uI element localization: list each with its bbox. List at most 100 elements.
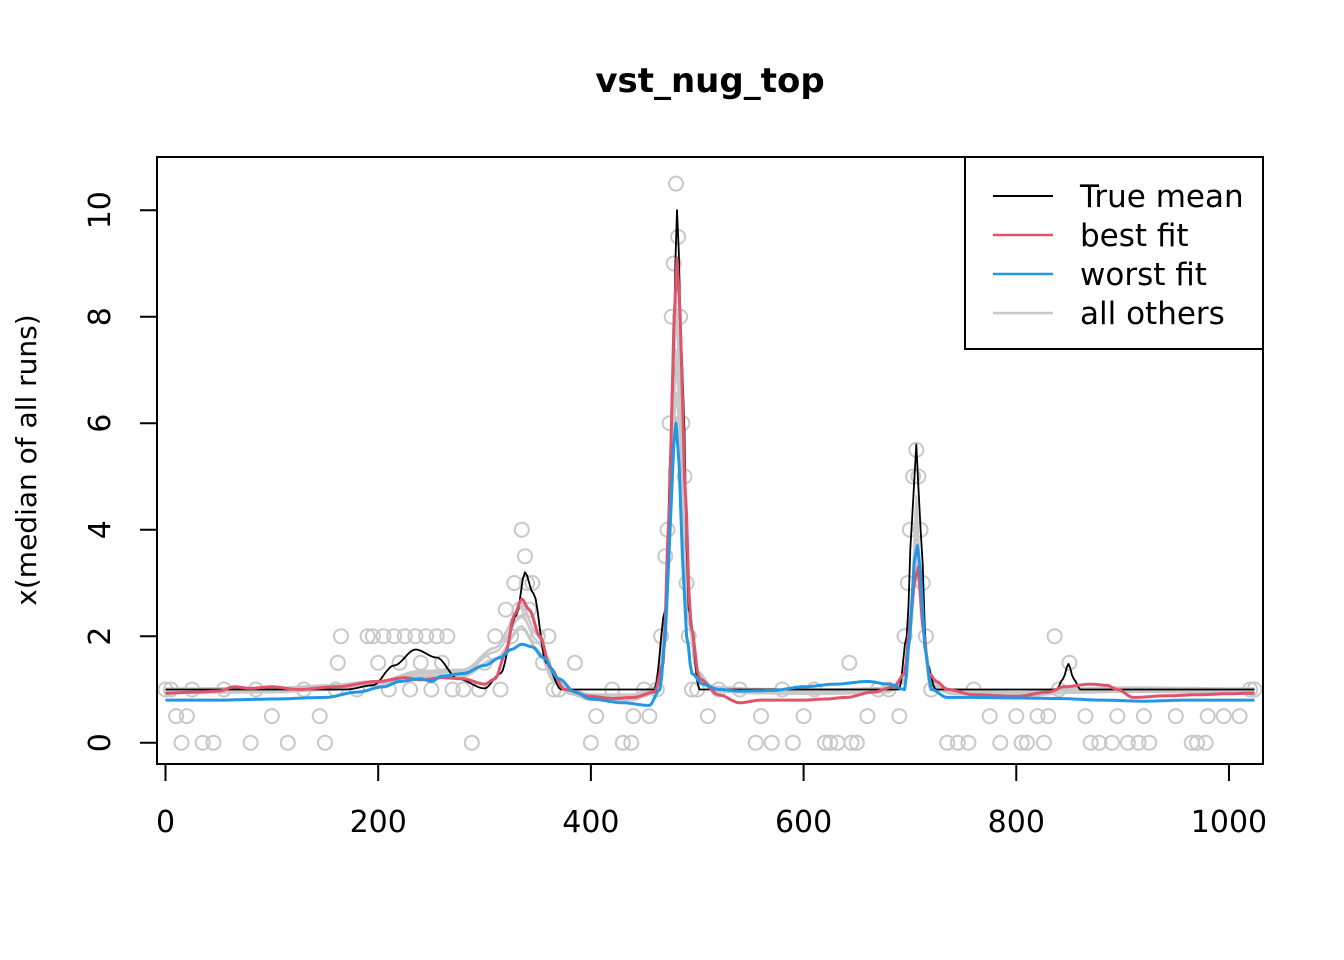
legend-label: True mean: [1079, 179, 1244, 215]
scatter-point: [311, 708, 328, 725]
scatter-point: [455, 681, 472, 698]
all-others-line: [165, 391, 1255, 700]
scatter-point: [1135, 708, 1152, 725]
scatter-point: [1018, 734, 1035, 751]
scatter-point: [753, 708, 769, 725]
x-tick-label: 1000: [1191, 805, 1267, 840]
scatter-point: [359, 628, 376, 645]
scatter-point: [418, 628, 435, 645]
scatter-point: [439, 628, 456, 645]
scatter-point: [242, 734, 259, 751]
scatter-point: [841, 654, 858, 671]
scatter-point: [407, 628, 424, 645]
scatter-point: [625, 708, 642, 725]
scatter-point: [492, 681, 509, 698]
scatter-point: [1231, 708, 1248, 725]
scatter-point: [1008, 708, 1025, 725]
scatter-point: [747, 734, 764, 751]
scatter-point: [412, 654, 429, 671]
scatter-point: [1130, 734, 1147, 751]
scatter-point: [178, 708, 195, 725]
scatter-point: [1167, 708, 1184, 725]
x-tick-label: 200: [350, 805, 407, 840]
legend-label: best fit: [1080, 218, 1189, 254]
y-axis-label: x(median of all runs): [10, 314, 43, 605]
scatter-point: [463, 734, 480, 751]
scatter-point: [1013, 734, 1030, 751]
scatter-point: [816, 734, 833, 751]
scatter-point: [391, 654, 408, 671]
true-mean-line: [165, 209, 1255, 691]
scatter-point: [859, 708, 876, 725]
scatter-point: [205, 734, 222, 751]
scatter-point: [506, 575, 523, 591]
worst-fit-line: [165, 421, 1255, 707]
scatter-point: [614, 734, 631, 751]
x-tick-label: 800: [988, 805, 1045, 840]
scatter-point: [665, 255, 682, 272]
scatter-point: [524, 575, 541, 591]
scatter-point: [949, 734, 966, 751]
y-tick-label: 8: [83, 307, 118, 326]
x-tick-label: 0: [156, 805, 175, 840]
scatter-point: [1091, 734, 1108, 751]
scatter-point: [795, 708, 812, 725]
y-tick-label: 0: [83, 733, 118, 752]
scatter-point: [1119, 734, 1136, 751]
scatter-point: [1046, 628, 1063, 645]
all-others-lines: [165, 299, 1255, 702]
legend-label: all others: [1080, 296, 1225, 332]
scatter-point: [194, 734, 211, 751]
scatter-point: [905, 468, 922, 485]
scatter-point: [891, 708, 908, 725]
scatter-point: [699, 708, 716, 725]
scatter-point: [623, 734, 640, 751]
scatter-point: [1082, 734, 1099, 751]
legend-label: worst fit: [1080, 257, 1207, 293]
all-others-line: [165, 319, 1255, 698]
scatter-point: [1077, 708, 1094, 725]
scatter-point: [1109, 708, 1126, 725]
scatter-point: [582, 734, 599, 751]
scatter-point: [1104, 734, 1120, 751]
scatter-point: [981, 708, 998, 725]
scatter-point: [370, 654, 387, 671]
scatter-point: [668, 175, 684, 192]
scatter-point: [513, 521, 530, 538]
scatter-point: [1029, 708, 1046, 725]
x-tick-label: 400: [562, 805, 619, 840]
scatter-point: [402, 681, 419, 698]
scatter-point: [1197, 734, 1214, 751]
scatter-point: [566, 654, 583, 671]
scatter-point: [487, 628, 504, 645]
scatter-point: [1035, 734, 1052, 751]
all-others-line: [165, 299, 1255, 702]
y-tick-label: 2: [83, 627, 118, 646]
scatter-point: [848, 734, 865, 751]
y-tick-label: 10: [83, 191, 118, 229]
legend-box: [964, 156, 1264, 350]
scatter-point: [1040, 708, 1057, 725]
scatter-point: [444, 681, 461, 698]
scatter-point: [517, 548, 533, 565]
scatter-point: [497, 601, 514, 618]
scatter-point: [333, 628, 349, 645]
scatter-point: [588, 708, 605, 725]
plot-frame: [156, 156, 1264, 765]
scatter-point: [1061, 654, 1078, 671]
y-tick-label: 4: [83, 520, 118, 539]
scatter-point: [329, 654, 346, 671]
scatter-point: [396, 628, 413, 645]
scatter-point: [1189, 734, 1206, 751]
scatter-point: [641, 708, 658, 725]
scatter-point: [763, 734, 780, 751]
scatter-point: [279, 734, 296, 751]
chart-title: vst_nug_top: [595, 61, 824, 101]
scatter-point: [375, 628, 392, 645]
scatter-point: [263, 708, 280, 725]
scatter-point: [843, 734, 860, 751]
scatter-point: [317, 734, 333, 751]
scatter-point: [428, 628, 445, 645]
